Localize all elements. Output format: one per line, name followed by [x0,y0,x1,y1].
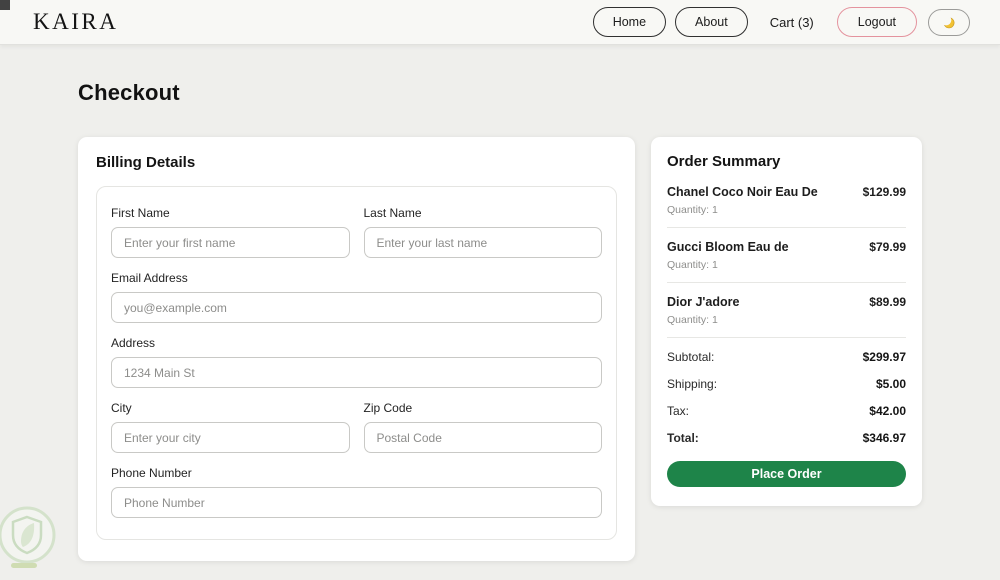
subtotal-label: Subtotal: [667,350,715,364]
billing-details-card: Billing Details First Name Last Name Ema… [78,137,635,561]
shipping-value: $5.00 [875,377,906,391]
zip-code-field-group: Zip Code [363,401,602,453]
phone-field-group: Phone Number [111,466,602,518]
about-button[interactable]: About [675,6,748,38]
billing-details-title: Billing Details [96,154,196,171]
tax-value: $42.00 [869,404,906,418]
nav-menu: Home About Cart (3) Logout [592,6,970,38]
city-input[interactable] [111,422,350,453]
top-navigation-bar: KAIRA Home About Cart (3) Logout [0,0,1000,45]
divider [667,337,906,338]
item-quantity: Quantity: 1 [667,259,718,271]
cart-link[interactable]: Cart (3) [769,14,814,30]
item-quantity: Quantity: 1 [667,204,718,216]
item-name: Gucci Bloom Eau de [667,240,789,254]
last-name-input[interactable] [363,227,602,258]
last-name-field-group: Last Name [363,206,602,258]
total-label: Total: [667,431,699,445]
address-input[interactable] [111,357,602,388]
home-button[interactable]: Home [592,6,667,38]
address-label: Address [111,336,156,350]
item-name: Dior J'adore [667,295,740,309]
phone-label: Phone Number [111,466,192,480]
city-label: City [111,401,132,415]
order-summary-card: Order Summary Chanel Coco Noir Eau De $1… [651,137,922,506]
watermark-badge [0,503,61,575]
page-title: Checkout [78,80,180,105]
tax-row: Tax: $42.00 [667,404,906,418]
first-name-input[interactable] [111,227,350,258]
logout-button[interactable]: Logout [836,6,917,38]
last-name-label: Last Name [363,206,422,220]
shipping-label: Shipping: [667,377,718,391]
email-label: Email Address [111,271,188,285]
order-summary-title: Order Summary [667,153,781,170]
checkout-content: Billing Details First Name Last Name Ema… [78,137,922,561]
item-price: $89.99 [869,295,906,309]
subtotal-row: Subtotal: $299.97 [667,350,906,364]
tax-label: Tax: [667,404,690,418]
brand-logo[interactable]: KAIRA [33,9,119,34]
first-name-field-group: First Name [111,206,350,258]
billing-form: First Name Last Name Email Address Addre… [96,186,617,540]
order-item: Gucci Bloom Eau de $79.99 Quantity: 1 [667,240,906,271]
shipping-row: Shipping: $5.00 [667,377,906,391]
first-name-label: First Name [111,206,170,220]
order-item: Dior J'adore $89.99 Quantity: 1 [667,295,906,326]
address-field-group: Address [111,336,602,388]
item-name: Chanel Coco Noir Eau De [667,185,818,199]
place-order-button[interactable]: Place Order [667,461,906,487]
moon-icon [940,14,957,33]
total-row: Total: $346.97 [667,431,906,445]
order-item: Chanel Coco Noir Eau De $129.99 Quantity… [667,185,906,216]
zip-code-label: Zip Code [363,401,413,415]
theme-toggle-button[interactable] [928,8,970,36]
divider [667,227,906,228]
screen-corner-artifact [0,0,10,10]
email-field-group: Email Address [111,271,602,323]
divider [667,282,906,283]
zip-code-input[interactable] [363,422,602,453]
item-quantity: Quantity: 1 [667,314,718,326]
email-input[interactable] [111,292,602,323]
item-price: $79.99 [869,240,906,254]
item-price: $129.99 [862,185,906,199]
subtotal-value: $299.97 [862,350,906,364]
city-field-group: City [111,401,350,453]
total-value: $346.97 [862,431,906,445]
phone-input[interactable] [111,487,602,518]
